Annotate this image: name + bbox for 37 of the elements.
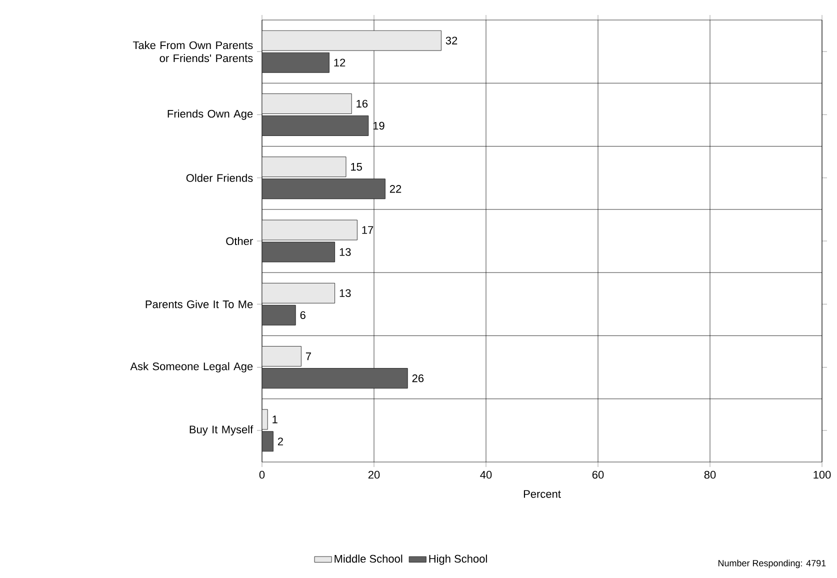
data-label: 19 — [373, 122, 384, 130]
bar — [262, 156, 346, 178]
y-tick-label: Older Friends — [186, 174, 253, 182]
y-tick-label: Buy It Myself — [190, 425, 254, 436]
x-tick-label: 40 — [480, 470, 492, 479]
data-label: 16 — [356, 100, 368, 108]
x-tick-label: 100 — [814, 470, 831, 479]
data-label: 32 — [446, 36, 458, 44]
legend-label: Middle School — [334, 554, 402, 563]
x-tick-label: 80 — [704, 470, 716, 479]
x-tick-label: 0 — [259, 470, 265, 479]
y-tick-label: Friends Own Age — [168, 110, 253, 120]
data-label: 15 — [351, 163, 362, 171]
text: Number Responding: 4791 — [718, 560, 826, 568]
data-label: 22 — [390, 185, 402, 193]
y-tick-label: Ask Someone Legal Age — [130, 362, 253, 372]
bar — [262, 346, 302, 366]
x-tick-label: 60 — [592, 470, 604, 479]
data-label: 2 — [278, 438, 283, 446]
data-label: 13 — [340, 248, 351, 256]
data-label: 26 — [412, 374, 424, 382]
data-label: 13 — [340, 289, 351, 298]
legend-label: High School — [429, 554, 487, 565]
y-tick-label: Parents Give It To Me — [146, 300, 253, 308]
y-tick-label: Other — [226, 236, 253, 246]
bar — [262, 30, 442, 51]
bar — [262, 282, 336, 304]
bar — [262, 220, 358, 240]
data-label: 12 — [334, 58, 346, 66]
data-label: 1 — [272, 416, 278, 424]
data-label: 6 — [300, 311, 306, 320]
y-tick-label: Take From Own Parents or Friends' Parents — [132, 41, 253, 62]
data-label: 7 — [306, 352, 311, 360]
x-axis-title: Percent — [524, 490, 561, 498]
data-label: 17 — [362, 226, 374, 234]
bar — [262, 94, 352, 114]
x-tick-label: 20 — [368, 470, 380, 479]
